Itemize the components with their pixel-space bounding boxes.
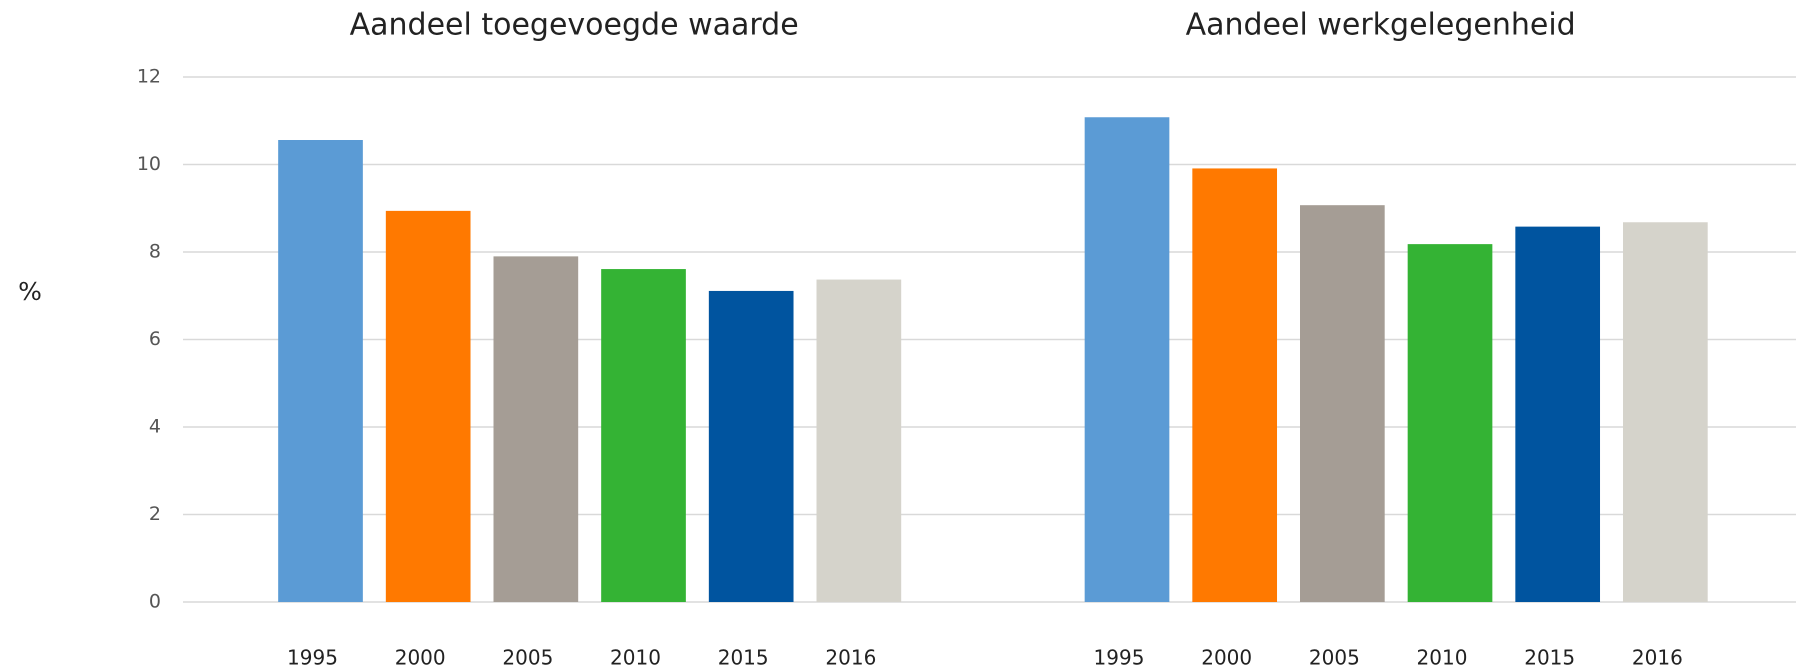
x-tick-label: 2016 [1632, 646, 1683, 669]
x-tick-label: 1995 [287, 646, 338, 669]
x-tick-label: 2015 [718, 646, 769, 669]
bar [385, 210, 471, 602]
x-tick-label: 1995 [1094, 646, 1145, 669]
bar [1300, 205, 1385, 602]
bar [708, 290, 794, 602]
y-tick-label: 12 [137, 66, 161, 88]
x-tick-label: 2005 [502, 646, 553, 669]
x-tick-label: 2000 [1201, 646, 1252, 669]
bar [1623, 222, 1708, 602]
x-tick-label: 2010 [1417, 646, 1468, 669]
bar [1407, 244, 1493, 602]
y-tick-label: 2 [149, 503, 161, 525]
x-tick-label: 2000 [395, 646, 446, 669]
x-tick-label: 2005 [1309, 646, 1360, 669]
group-title: Aandeel werkgelegenheid [1186, 8, 1576, 43]
bar [493, 256, 579, 602]
y-tick-label: 10 [137, 153, 161, 175]
bar [278, 140, 363, 602]
x-tick-label: 2015 [1524, 646, 1575, 669]
y-axis-label: % [18, 277, 42, 306]
x-tick-label: 2010 [610, 646, 661, 669]
y-tick-label: 4 [149, 416, 161, 438]
x-tick-label: 2016 [825, 646, 876, 669]
y-tick-label: 0 [149, 591, 161, 613]
bar [1084, 117, 1170, 602]
bar [1192, 168, 1278, 602]
y-tick-label: 8 [149, 241, 161, 263]
bar [816, 279, 902, 602]
group-title: Aandeel toegevoegde waarde [350, 8, 799, 43]
y-tick-label: 6 [149, 328, 161, 350]
bar [601, 269, 686, 602]
bar [1515, 226, 1601, 602]
